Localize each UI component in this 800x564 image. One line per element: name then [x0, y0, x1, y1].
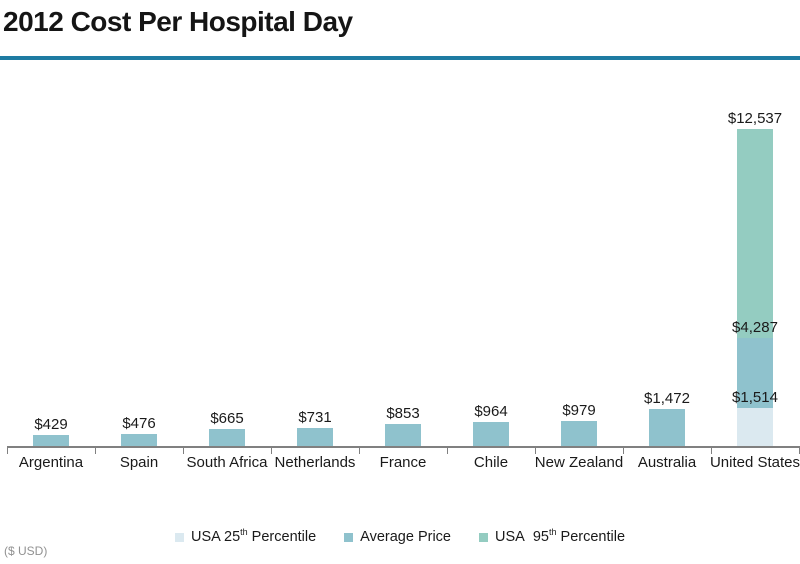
legend-label-usa-25th-percentile: USA 25th Percentile	[190, 527, 317, 545]
value-label-south-africa: $665	[210, 410, 244, 428]
legend-item-usa-95th-percentile: USA 95th Percentile	[478, 527, 626, 545]
axis-tick	[7, 446, 8, 454]
axis-tick	[711, 446, 712, 454]
axis-tick	[447, 446, 448, 454]
title-divider	[0, 56, 800, 60]
value-label-netherlands: $731	[298, 408, 332, 426]
bar-segment-p95-united-states	[737, 129, 773, 338]
bar-segment-p25-united-states	[737, 407, 773, 446]
legend-swatch-average-price	[344, 532, 354, 542]
legend-label-usa-95th-percentile: USA 95th Percentile	[494, 527, 626, 545]
value-label-argentina: $429	[34, 416, 68, 434]
category-label-france: France	[379, 454, 427, 471]
bar-segment-average-spain	[121, 433, 157, 446]
legend-text: Average Price	[360, 529, 451, 545]
bar-segment-average-netherlands	[297, 427, 333, 446]
axis-tick	[359, 446, 360, 454]
legend-text: Percentile	[556, 529, 626, 545]
bar-segment-average-france	[385, 424, 421, 446]
bar-segment-average-argentina	[33, 435, 69, 446]
axis-tick	[535, 446, 536, 454]
axis-tick	[271, 446, 272, 454]
chart-legend: USA 25th Percentile Average Price USA 95…	[0, 527, 800, 545]
value-label-australia: $1,472	[644, 389, 690, 407]
bar-segment-average-south-africa	[209, 429, 245, 446]
page-title: 2012 Cost Per Hospital Day	[3, 6, 353, 37]
bar-segment-average-australia	[649, 408, 685, 446]
category-label-argentina: Argentina	[18, 454, 84, 471]
legend-item-average-price: Average Price	[344, 529, 451, 545]
axis-tick	[95, 446, 96, 454]
legend-label-average-price: Average Price	[360, 529, 451, 545]
legend-text: USA 95	[494, 529, 549, 545]
legend-swatch-usa-95th-percentile	[478, 532, 488, 542]
value-label-new-zealand: $979	[562, 402, 596, 420]
category-label-netherlands: Netherlands	[274, 454, 356, 471]
bar-segment-average-chile	[473, 421, 509, 446]
value-label-spain: $476	[122, 414, 156, 432]
category-label-australia: Australia	[637, 454, 697, 471]
axis-tick	[623, 446, 624, 454]
x-axis	[7, 446, 800, 448]
value-label-chile: $964	[474, 402, 508, 420]
category-label-chile: Chile	[473, 454, 509, 471]
bar-segment-average-united-states	[737, 337, 773, 408]
legend-sup: th	[548, 527, 557, 538]
category-label-spain: Spain	[119, 454, 159, 471]
category-label-united-states: United States	[709, 454, 800, 471]
value-label-france: $853	[386, 405, 420, 423]
legend-text: Percentile	[247, 529, 317, 545]
value-label-united-states: $1,514	[732, 388, 778, 406]
value-label-united-states: $12,537	[727, 110, 783, 127]
legend-swatch-usa-25th-percentile	[174, 532, 184, 542]
bar-segment-average-new-zealand	[561, 421, 597, 446]
category-label-south-africa: South Africa	[186, 454, 268, 471]
axis-tick	[183, 446, 184, 454]
legend-item-usa-25th-percentile: USA 25th Percentile	[174, 527, 317, 545]
legend-sup: th	[240, 527, 248, 538]
units-note: ($ USD)	[4, 544, 48, 558]
value-label-united-states: $4,287	[732, 318, 778, 336]
category-label-new-zealand: New Zealand	[534, 454, 624, 471]
legend-text: USA 25	[190, 529, 241, 545]
